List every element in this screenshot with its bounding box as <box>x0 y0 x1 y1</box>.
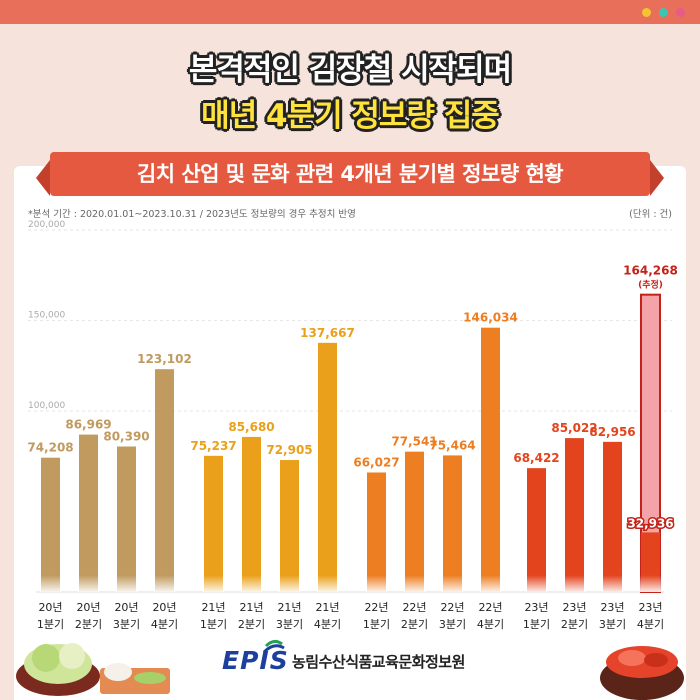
headline-line2: 매년 4분기 정보량 집중 <box>201 98 500 134</box>
data-label: 66,027 <box>353 455 399 469</box>
analysis-period-note: *분석 기간 : 2020.01.01~2023.10.31 / 2023년도 … <box>28 209 356 220</box>
x-tick-label-year: 21년 <box>201 601 225 614</box>
x-tick-label-year: 20년 <box>114 601 138 614</box>
headline-line1: 본격적인 김장철 시작되며 <box>188 52 512 88</box>
cabbage-bowl-icon <box>16 643 100 696</box>
x-tick-label-quarter: 3분기 <box>439 618 466 631</box>
epis-logo-icon <box>262 639 285 654</box>
x-tick-label-quarter: 2분기 <box>75 618 102 631</box>
data-label: 123,102 <box>137 352 192 366</box>
x-tick-label-quarter: 3분기 <box>113 618 140 631</box>
x-tick-label-quarter: 1분기 <box>523 618 550 631</box>
bar-fade <box>317 532 338 592</box>
x-tick-label-quarter: 3분기 <box>276 618 303 631</box>
x-tick-label-year: 23년 <box>562 601 586 614</box>
chart-title: 김치 산업 및 문화 관련 4개년 분기별 정보량 현황 <box>136 162 564 186</box>
data-label: 85,022 <box>551 421 597 435</box>
chart-title-banner: 김치 산업 및 문화 관련 4개년 분기별 정보량 현황 <box>36 152 664 196</box>
top-bar <box>0 0 700 24</box>
x-tick-label-quarter: 2분기 <box>561 618 588 631</box>
epis-logo-text: EPIS <box>222 646 289 675</box>
yellow-dot-icon <box>642 8 651 17</box>
x-tick-label-quarter: 1분기 <box>37 618 64 631</box>
x-tick-label-year: 23년 <box>638 601 662 614</box>
bar-fade <box>404 532 425 592</box>
green-dot-icon <box>659 8 668 17</box>
data-label: 74,208 <box>27 441 73 455</box>
radish-board-icon <box>100 663 170 694</box>
organization-name: 농림수산식품교육문화정보원 <box>292 653 465 671</box>
data-label: 85,680 <box>228 420 274 434</box>
bar-fade <box>564 532 585 592</box>
bar-fade <box>116 532 137 592</box>
x-tick-label-year: 23년 <box>524 601 548 614</box>
estimate-note: (추정) <box>638 279 663 291</box>
x-tick-label-year: 23년 <box>600 601 624 614</box>
x-tick-label-quarter: 4분기 <box>314 618 341 631</box>
bar-fade <box>241 532 262 592</box>
x-tick-label-year: 22년 <box>478 601 502 614</box>
x-tick-label-year: 22년 <box>440 601 464 614</box>
x-tick-label-quarter: 2분기 <box>401 618 428 631</box>
x-tick-label-year: 22년 <box>402 601 426 614</box>
kimchi-bowl-icon <box>600 646 684 700</box>
x-tick-label-year: 22년 <box>364 601 388 614</box>
pink-dot-icon <box>676 8 685 17</box>
x-tick-label-quarter: 3분기 <box>599 618 626 631</box>
data-label: 86,969 <box>65 418 111 432</box>
x-tick-label-year: 21년 <box>315 601 339 614</box>
data-label: 75,237 <box>190 439 236 453</box>
bar-fade <box>78 532 99 592</box>
data-label: 82,956 <box>589 425 635 439</box>
bar-fade <box>480 532 501 592</box>
bar-fade <box>640 532 661 592</box>
x-tick-label-year: 20년 <box>76 601 100 614</box>
bar-fade <box>154 532 175 592</box>
data-label: 77,541 <box>391 435 437 449</box>
bar-fade <box>526 532 547 592</box>
x-tick-label-quarter: 4분기 <box>637 618 664 631</box>
bar <box>318 342 337 592</box>
data-label: 137,667 <box>300 326 355 340</box>
data-label: 164,268 <box>623 264 678 278</box>
x-tick-label-quarter: 4분기 <box>151 618 178 631</box>
x-tick-label-year: 20년 <box>152 601 176 614</box>
bar-fade <box>602 532 623 592</box>
bar-fade <box>442 532 463 592</box>
x-tick-label-year: 20년 <box>38 601 62 614</box>
unit-note: (단위 : 건) <box>629 209 672 220</box>
chart-panel <box>14 166 686 700</box>
data-label: 80,390 <box>103 429 149 443</box>
bar-fade <box>40 532 61 592</box>
x-tick-label-quarter: 2분기 <box>238 618 265 631</box>
bar <box>481 327 500 592</box>
bar-fade <box>366 532 387 592</box>
x-tick-label-quarter: 1분기 <box>200 618 227 631</box>
actual-data-label: 32,936 <box>627 516 673 530</box>
y-tick-label: 150,000 <box>28 311 65 321</box>
bar-fade <box>203 532 224 592</box>
data-label: 68,422 <box>513 451 559 465</box>
x-tick-label-year: 21년 <box>239 601 263 614</box>
data-label: 72,905 <box>266 443 312 457</box>
data-label: 75,464 <box>429 438 475 452</box>
y-tick-label: 200,000 <box>28 220 65 230</box>
bar-fade <box>279 532 300 592</box>
y-tick-label: 100,000 <box>28 401 65 411</box>
data-label: 146,034 <box>463 311 518 325</box>
x-tick-label-quarter: 1분기 <box>363 618 390 631</box>
x-tick-label-quarter: 4분기 <box>477 618 504 631</box>
x-tick-label-year: 21년 <box>277 601 301 614</box>
